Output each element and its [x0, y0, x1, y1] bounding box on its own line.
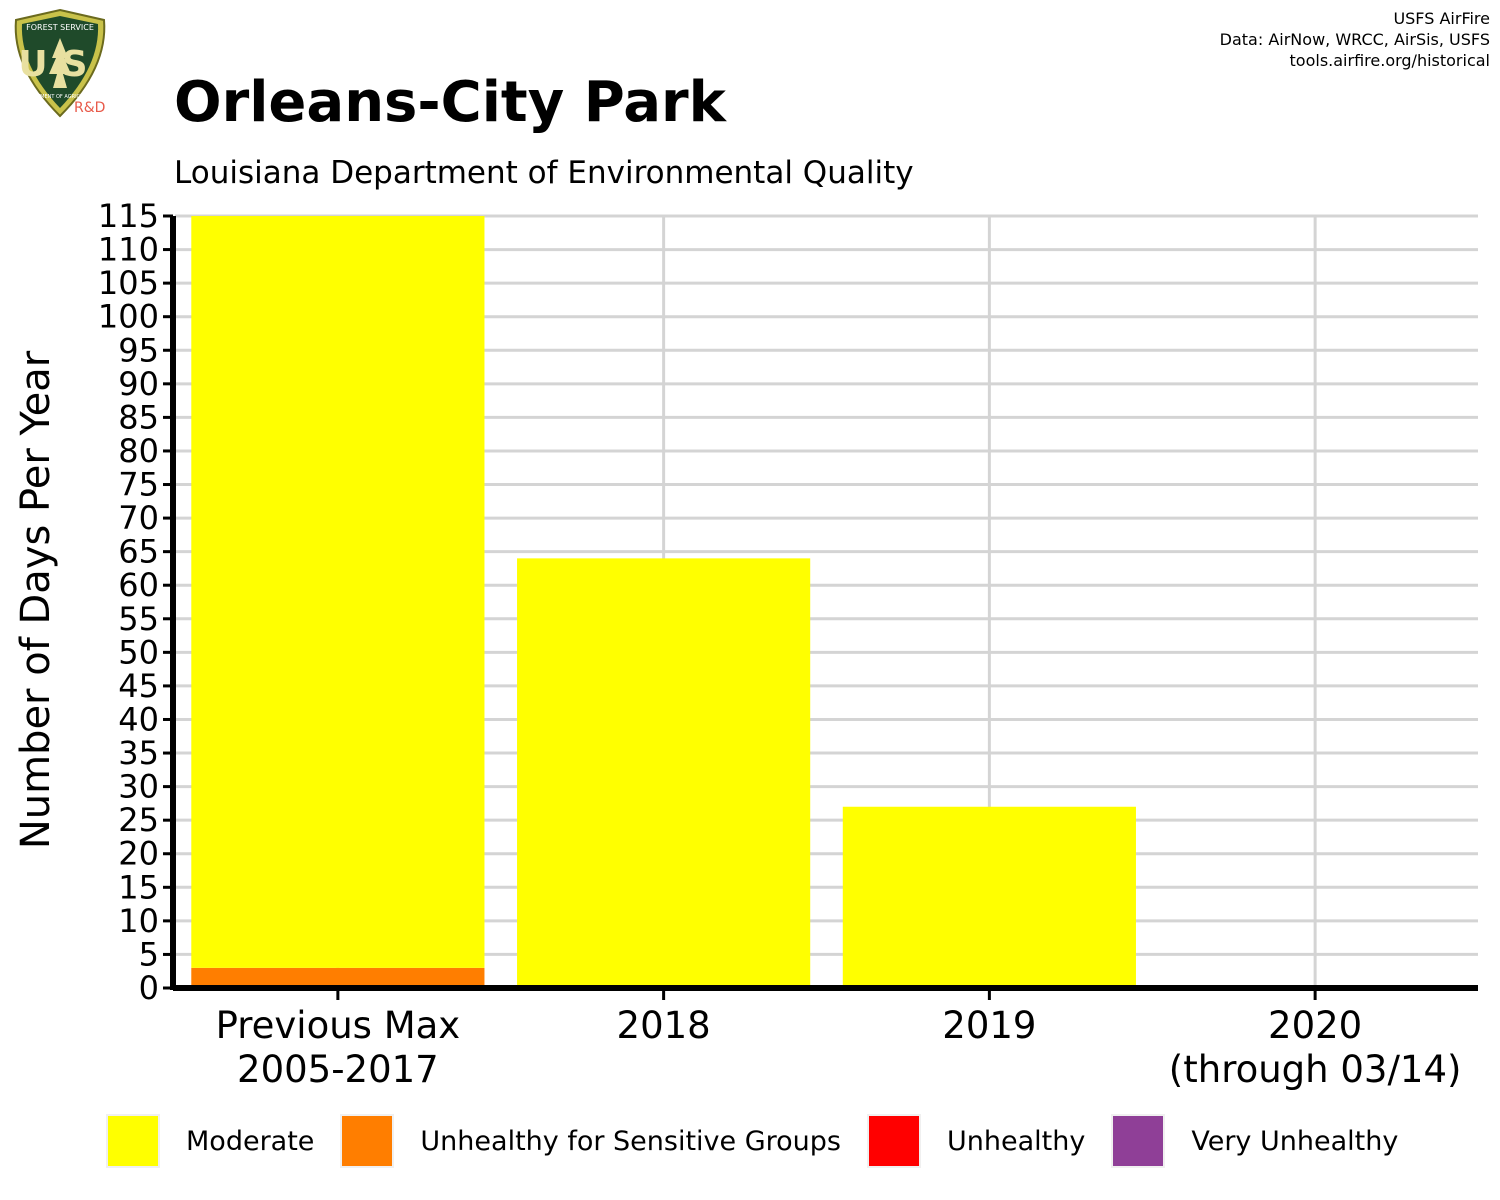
logo-main-text: US — [18, 44, 101, 85]
legend-swatch-unhealthy — [867, 1114, 921, 1168]
y-tick-label: 0 — [139, 969, 159, 1007]
legend: Moderate Unhealthy for Sensitive Groups … — [106, 1112, 1424, 1170]
legend-label-moderate: Moderate — [186, 1125, 315, 1157]
y-tick-label: 70 — [118, 499, 159, 537]
legend-item-moderate: Moderate — [106, 1114, 314, 1168]
legend-swatch-very-unhealthy — [1111, 1114, 1166, 1168]
chart-title: Orleans-City Park — [174, 70, 726, 135]
legend-swatch-moderate — [106, 1114, 160, 1168]
legend-label-usg: Unhealthy for Sensitive Groups — [420, 1125, 841, 1157]
logo-bottom-text: DEPARTMENT OF AGRICULTURE — [21, 94, 99, 100]
legend-swatch-usg — [340, 1114, 395, 1168]
y-tick-label: 10 — [118, 902, 159, 940]
y-tick-label: 100 — [98, 298, 159, 336]
bars — [191, 216, 1462, 988]
x-tick-label: 2018 — [617, 1004, 711, 1047]
y-tick-label: 95 — [118, 331, 159, 369]
y-tick-label: 20 — [118, 835, 159, 873]
y-tick-label: 115 — [98, 197, 159, 235]
bar-moderate — [517, 558, 811, 988]
legend-item-usg: Unhealthy for Sensitive Groups — [340, 1114, 841, 1168]
legend-label-unhealthy: Unhealthy — [947, 1125, 1086, 1157]
y-axis-label: Number of Days Per Year — [13, 350, 59, 850]
y-tick-label: 60 — [118, 566, 159, 604]
bar-moderate — [842, 806, 1136, 988]
axes — [163, 214, 1478, 1000]
chart-subtitle: Louisiana Department of Environmental Qu… — [174, 155, 914, 191]
y-tick-label: 65 — [118, 533, 159, 571]
y-tick-label: 40 — [118, 700, 159, 738]
y-tick-label: 25 — [118, 801, 159, 839]
x-tick-label: 2020 — [1268, 1004, 1362, 1047]
credit-line: tools.airfire.org/historical — [1289, 51, 1490, 70]
logo-top-text: FOREST SERVICE — [26, 23, 94, 32]
tree-icon — [49, 38, 71, 88]
legend-item-very-unhealthy: Very Unhealthy — [1111, 1114, 1398, 1168]
x-tick-label: 2019 — [942, 1004, 1036, 1047]
credit-line: Data: AirNow, WRCC, AirSis, USFS — [1219, 30, 1490, 49]
y-tick-label: 30 — [118, 768, 159, 806]
y-tick-label: 80 — [118, 432, 159, 470]
credits: USFS AirFire Data: AirNow, WRCC, AirSis,… — [1220, 8, 1490, 71]
bar-unhealthy-for-sensitive-groups — [191, 967, 485, 988]
y-tick-label: 15 — [118, 868, 159, 906]
y-tick-label: 55 — [118, 600, 159, 638]
y-tick-label: 75 — [118, 466, 159, 504]
x-tick-label: (through 03/14) — [1169, 1048, 1462, 1091]
tick-labels: 0510152025303540455055606570758085909510… — [98, 197, 1462, 1091]
logo-rd-tag: R&D — [74, 100, 106, 116]
y-tick-label: 50 — [118, 633, 159, 671]
legend-label-very-unhealthy: Very Unhealthy — [1191, 1125, 1399, 1157]
x-tick-label: 2005-2017 — [237, 1048, 439, 1091]
legend-item-unhealthy: Unhealthy — [867, 1114, 1085, 1168]
forest-service-logo: FOREST SERVICE US DEPARTMENT OF AGRICULT… — [8, 8, 112, 124]
y-tick-label: 45 — [118, 667, 159, 705]
y-tick-label: 90 — [118, 365, 159, 403]
y-tick-label: 85 — [118, 398, 159, 436]
bar-moderate — [191, 216, 485, 968]
x-tick-label: Previous Max — [216, 1004, 461, 1047]
credit-line: USFS AirFire — [1393, 9, 1490, 28]
y-tick-label: 110 — [98, 231, 159, 269]
y-tick-label: 105 — [98, 264, 159, 302]
y-tick-label: 5 — [139, 935, 159, 973]
y-tick-label: 35 — [118, 734, 159, 772]
